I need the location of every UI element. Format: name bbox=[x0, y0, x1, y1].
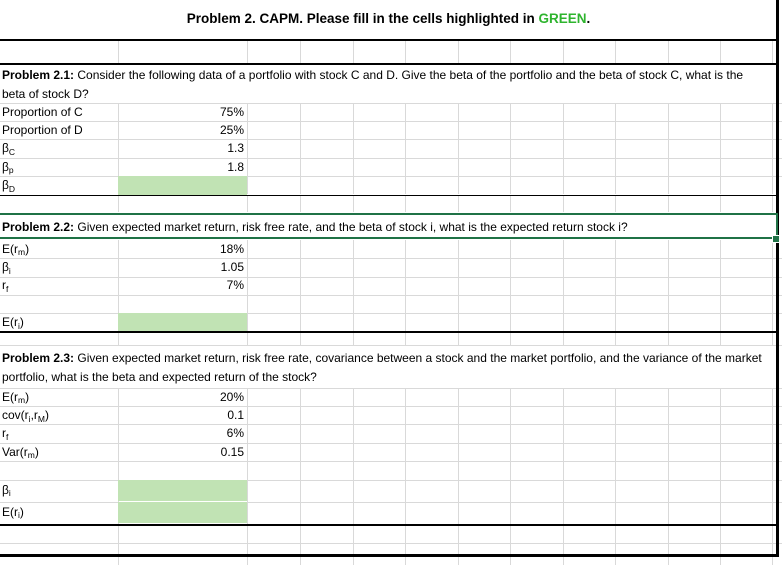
section-border bbox=[0, 38, 777, 41]
row-expected-market-return-2-2: E(rm) 18% bbox=[0, 240, 247, 258]
row-expected-market-return-2-3: E(rm) 20% bbox=[0, 388, 247, 406]
row-covariance-2-3: cov(ri,rM) 0.1 bbox=[0, 406, 247, 424]
cell-label-risk-free-rate[interactable]: rf bbox=[2, 278, 9, 294]
heading-problem-2-2-bold: Problem 2.2: bbox=[2, 220, 75, 234]
cell-value-risk-free-rate[interactable]: 7% bbox=[226, 278, 244, 293]
cell-value-variance[interactable]: 0.15 bbox=[220, 444, 244, 459]
answer-cell-expected-return-i[interactable] bbox=[117, 313, 247, 331]
heading-problem-2-3-bold: Problem 2.3: bbox=[2, 351, 75, 365]
cell-label-covariance[interactable]: cov(ri,rM) bbox=[2, 408, 49, 424]
answer-cell-beta-i[interactable] bbox=[117, 479, 247, 502]
title-suffix: . bbox=[586, 11, 591, 26]
heading-problem-2-1[interactable]: Problem 2.1: Consider the following data… bbox=[2, 66, 764, 104]
section-border bbox=[0, 524, 777, 526]
row-variance-2-3: Var(rm) 0.15 bbox=[0, 443, 247, 461]
row-risk-free-rate-2-2: rf 7% bbox=[0, 276, 247, 294]
heading-problem-2-2[interactable]: Problem 2.2: Given expected market retur… bbox=[2, 218, 772, 237]
row-beta-p: βp 1.8 bbox=[0, 158, 247, 176]
answer-cell-beta-d[interactable] bbox=[117, 176, 247, 195]
row-beta-c: βC 1.3 bbox=[0, 139, 247, 157]
cell-label-risk-free-rate[interactable]: rf bbox=[2, 426, 9, 442]
heading-problem-2-1-bold: Problem 2.1: bbox=[2, 68, 75, 82]
cell-label-expected-return-i[interactable]: E(ri) bbox=[2, 315, 24, 331]
title-highlight: GREEN bbox=[538, 11, 587, 26]
section-border bbox=[0, 331, 777, 333]
row-expected-return-i-2-2: E(ri) bbox=[0, 313, 247, 331]
cell-label-beta-c[interactable]: βC bbox=[2, 141, 16, 157]
cell-label-expected-return-i[interactable]: E(ri) bbox=[2, 504, 24, 521]
answer-cell-expected-return-i[interactable] bbox=[117, 501, 247, 523]
heading-problem-2-3-text: Given expected market return, risk free … bbox=[2, 351, 762, 384]
cell-value-proportion-of-c[interactable]: 75% bbox=[219, 104, 244, 119]
selection-fill-handle[interactable] bbox=[772, 235, 780, 243]
section-border bbox=[0, 194, 777, 196]
row-risk-free-rate-2-3: rf 6% bbox=[0, 424, 247, 442]
cell-label-beta-i[interactable]: βi bbox=[2, 260, 11, 276]
cell-value-expected-market-return[interactable]: 20% bbox=[219, 389, 244, 404]
section-border bbox=[0, 63, 777, 65]
cell-value-proportion-of-d[interactable]: 25% bbox=[219, 123, 244, 137]
cell-label-proportion-of-d[interactable]: Proportion of D bbox=[2, 123, 83, 137]
row-expected-return-i-2-3: E(ri) bbox=[0, 501, 247, 523]
right-border bbox=[776, 0, 779, 557]
cell-label-beta-i[interactable]: βi bbox=[2, 482, 11, 499]
cell-label-beta-d[interactable]: βD bbox=[2, 178, 16, 194]
cell-label-proportion-of-c[interactable]: Proportion of C bbox=[2, 104, 83, 119]
cell-label-beta-p[interactable]: βp bbox=[2, 159, 14, 176]
row-beta-i-2-3: βi bbox=[0, 479, 247, 502]
cell-value-covariance[interactable]: 0.1 bbox=[227, 408, 244, 422]
selection-border bbox=[0, 212, 778, 239]
title-cell[interactable]: Problem 2. CAPM. Please fill in the cell… bbox=[0, 0, 777, 38]
cell-value-expected-market-return[interactable]: 18% bbox=[219, 241, 244, 256]
cell-label-expected-market-return[interactable]: E(rm) bbox=[2, 389, 30, 406]
row-beta-d: βD bbox=[0, 176, 247, 195]
bottom-border bbox=[0, 554, 777, 557]
row-beta-i-2-2: βi 1.05 bbox=[0, 258, 247, 276]
heading-problem-2-3[interactable]: Problem 2.3: Given expected market retur… bbox=[2, 349, 774, 387]
row-proportion-of-d: Proportion of D 25% bbox=[0, 121, 247, 139]
cell-value-risk-free-rate[interactable]: 6% bbox=[226, 426, 244, 441]
heading-problem-2-2-text: Given expected market return, risk free … bbox=[74, 220, 628, 234]
cell-label-expected-market-return[interactable]: E(rm) bbox=[2, 241, 30, 258]
cell-value-beta-c[interactable]: 1.3 bbox=[227, 141, 244, 156]
title-text: Problem 2. CAPM. Please fill in the cell… bbox=[186, 11, 539, 26]
cell-value-beta-p[interactable]: 1.8 bbox=[227, 159, 244, 174]
cell-value-beta-i[interactable]: 1.05 bbox=[220, 260, 244, 274]
heading-problem-2-1-text: Consider the following data of a portfol… bbox=[2, 68, 744, 101]
row-proportion-of-c: Proportion of C 75% bbox=[0, 103, 247, 121]
cell-label-variance[interactable]: Var(rm) bbox=[2, 444, 39, 461]
